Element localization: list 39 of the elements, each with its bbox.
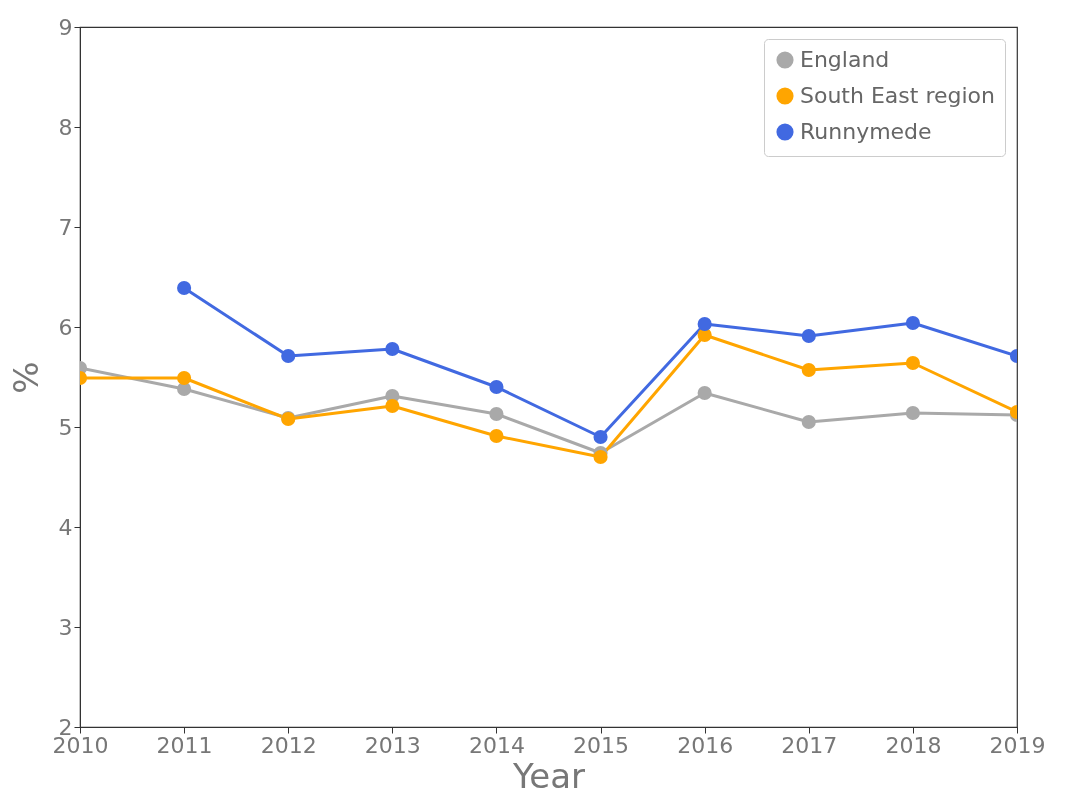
x-tick-label: 2011: [156, 732, 213, 758]
x-tick-label: 2019: [989, 732, 1046, 758]
x-tick-label: 2016: [677, 732, 734, 758]
point: [385, 398, 400, 414]
x-tick-label: 2014: [468, 732, 525, 758]
point: [801, 328, 816, 344]
point: [905, 315, 920, 331]
point: [177, 280, 192, 296]
point: [489, 379, 504, 395]
x-tick-label: 2013: [364, 732, 421, 758]
x-axis-title: Year: [512, 755, 586, 796]
point: [489, 428, 504, 444]
point: [697, 385, 712, 401]
y-tick-label: 4: [58, 514, 73, 540]
x-tick-label: 2017: [781, 732, 838, 758]
y-tick-label: 6: [58, 314, 73, 340]
legend-label: Runnymede: [800, 119, 932, 144]
y-tick-label: 7: [58, 214, 73, 240]
legend-label: England: [800, 47, 890, 72]
x-tick-label: 2012: [260, 732, 317, 758]
point: [697, 316, 712, 332]
point: [905, 405, 920, 421]
y-tick-label: 3: [58, 614, 73, 640]
y-tick-label: 8: [58, 114, 73, 140]
point: [177, 370, 192, 386]
point: [489, 406, 504, 422]
point: [801, 414, 816, 430]
x-tick-label: 2015: [573, 732, 630, 758]
point: [593, 429, 608, 445]
y-tick-label: 9: [58, 14, 73, 40]
y-axis-title: %: [5, 361, 46, 394]
point: [593, 449, 608, 465]
x-tick-label: 2018: [885, 732, 942, 758]
point: [281, 348, 296, 364]
legend-label: South East region: [800, 83, 995, 108]
point: [801, 362, 816, 378]
y-tick-label: 5: [58, 414, 73, 440]
point: [385, 341, 400, 357]
point: [905, 355, 920, 371]
